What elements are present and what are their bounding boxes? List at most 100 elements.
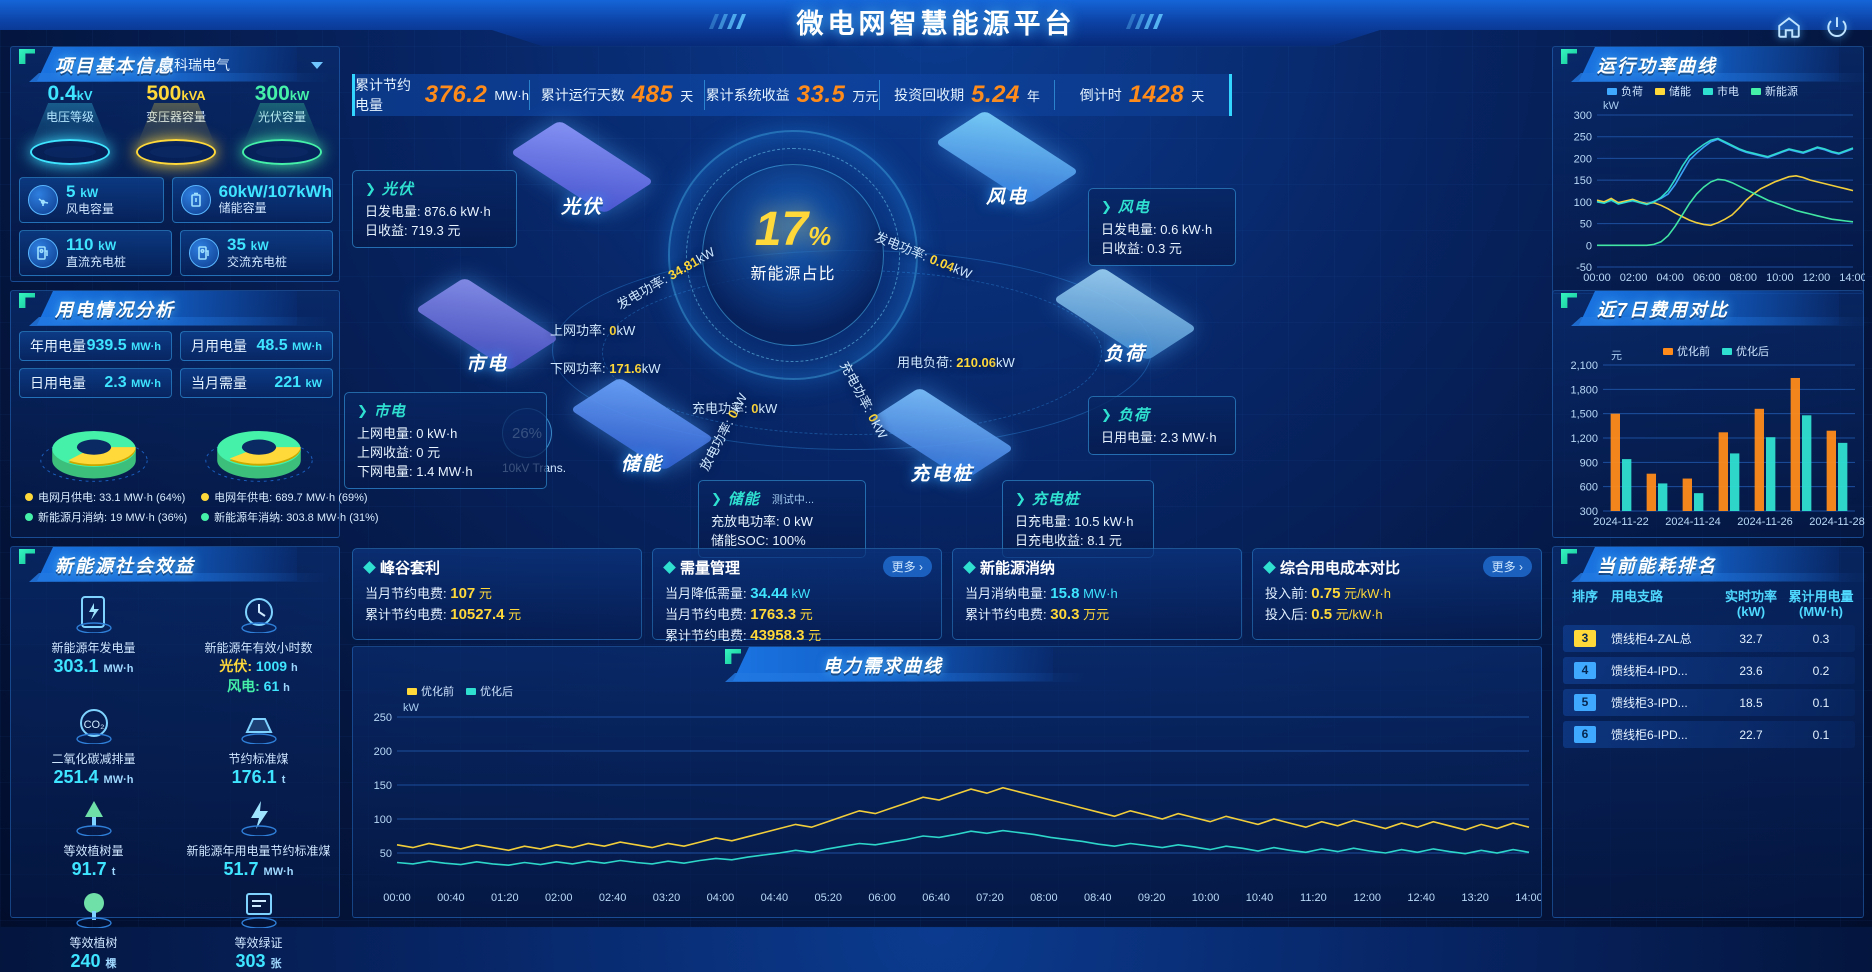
social-label: 新能源年有效小时数 [204, 641, 313, 655]
more-button[interactable]: 更多 › [1482, 556, 1532, 577]
kpi-label: 累计系统收益 [705, 87, 790, 103]
ring-percent: 17 [754, 203, 809, 256]
x-tick: 02:00 [545, 892, 573, 904]
legend-item[interactable]: 负荷 [1607, 83, 1643, 99]
card-row: 累计节约电费: 10527.4 元 [365, 606, 522, 623]
node-storage[interactable]: 储能 [569, 377, 715, 475]
legend-item[interactable]: 储能 [1655, 83, 1691, 99]
usage-legend-col-1: 电网年供电: 689.7 MW·h (69%) 新能源年消纳: 303.8 MW·… [187, 489, 379, 529]
corner-mark-icon [1561, 549, 1577, 564]
legend-item[interactable]: 优化前 [407, 683, 454, 699]
arrow-icon: ❯ [365, 180, 376, 196]
kpi-unit: MW·h [494, 87, 529, 103]
rank-row-3[interactable]: 6 馈线柜6-IPD... 22.7 0.1 [1563, 721, 1855, 748]
chart-legend: 优化前 优化后 [1663, 343, 1769, 359]
social-item-6: 等效植树 240 棵 [11, 880, 176, 972]
power-icon[interactable] [1824, 14, 1850, 45]
infobox-pv: ❯ 光伏 日发电量: 876.6 kW·h 日收益: 719.3 元 [352, 170, 517, 248]
legend-item[interactable]: 优化前 [1663, 343, 1710, 359]
legend-item[interactable]: 市电 [1703, 83, 1739, 99]
kpi-label: 累计节约电量 [355, 77, 411, 113]
kpi-3: 投资回收期 5.24 年 [880, 80, 1055, 110]
rank-power: 22.7 [1739, 727, 1763, 742]
rank-row-0[interactable]: 3 馈线柜4-ZAL总 32.7 0.3 [1563, 625, 1855, 652]
home-icon[interactable] [1776, 14, 1802, 45]
y-tick: 150 [1574, 175, 1592, 187]
card-row: 投入后: 0.5 元/kW·h [1265, 606, 1383, 623]
x-tick: 11:20 [1300, 892, 1327, 904]
panel-power-header: 运行功率曲线 [1553, 47, 1871, 82]
clock-icon [227, 589, 291, 637]
y-tick: 2,100 [1570, 360, 1598, 372]
x-tick: 02:40 [599, 892, 627, 904]
charger-icon [28, 238, 58, 268]
usage-metric-label: 年用电量 [30, 338, 86, 354]
infobox-charger-title: 充电桩 [1031, 491, 1080, 508]
card-row: 累计节约电费: 43958.3 元 [665, 627, 822, 644]
usage-donuts [11, 411, 341, 487]
legend-item[interactable]: 优化后 [1722, 343, 1769, 359]
kpi-value: 376.2 [424, 81, 488, 108]
y-tick: 50 [380, 848, 392, 860]
charger-icon [189, 238, 219, 268]
panel-social-header: 新能源社会效益 [11, 547, 339, 582]
battery-icon [180, 185, 211, 215]
x-tick: 10:00 [1766, 272, 1794, 284]
rank-row-1[interactable]: 4 馈线柜4-IPD... 23.6 0.2 [1563, 657, 1855, 684]
node-wind[interactable]: 风电 [934, 110, 1080, 208]
x-tick: 07:20 [976, 892, 1004, 904]
x-tick: 12:00 [1803, 272, 1831, 284]
social-label: 新能源年发电量 [51, 641, 136, 655]
x-tick: 14:00 [1515, 892, 1541, 904]
social-item-0: 新能源年发电量 303.1 MW·h [11, 585, 176, 696]
cell-label: 风电容量 [66, 201, 115, 216]
usage-metric-0-0: 年用电量 939.5 MW·h [19, 331, 172, 361]
x-tick: 04:40 [761, 892, 789, 904]
flow-grid-import: 下网功率: 171.6kW [550, 361, 661, 376]
rank-badge: 5 [1563, 694, 1607, 711]
more-button[interactable]: 更多 › [882, 556, 932, 577]
card-row: 当月节约电费: 1763.3 元 [665, 606, 813, 623]
infobox-wind: ❯ 风电 日发电量: 0.6 kW·h 日收益: 0.3 元 [1088, 188, 1236, 266]
rank-branch: 馈线柜4-ZAL总 [1611, 632, 1692, 646]
panel-basic-info: 项目基本信息 安科瑞电气 0.4kV 电压等级 500kVA 变压器容量 300kW 光伏… [10, 46, 340, 282]
usage-metric-1-1: 当月需量 221 kW [180, 368, 333, 398]
social-item-3: 节约标准煤 176.1 t [176, 696, 341, 788]
node-pv-label: 光伏 [560, 197, 603, 218]
infobox-wind-title: 风电 [1117, 199, 1150, 216]
node-grid[interactable]: 市电 [414, 277, 560, 375]
social-value: 303.1 MW·h [53, 656, 134, 676]
y-tick: 1,800 [1570, 384, 1598, 396]
node-load[interactable]: 负荷 [1052, 267, 1198, 365]
rank-row-2[interactable]: 5 馈线柜3-IPD... 18.5 0.1 [1563, 689, 1855, 716]
node-charger[interactable]: 充电桩 [869, 387, 1015, 485]
social-label: 节约标准煤 [228, 752, 289, 766]
summary-card-1: 需量管理 更多 › 当月降低需量: 34.44 kW 当月节约电费: 1763.3 元… [652, 548, 942, 644]
card-title: 新能源消纳 [980, 560, 1056, 577]
legend-item[interactable]: 优化后 [466, 683, 513, 699]
social-row-0: 新能源年发电量 303.1 MW·h 新能源年有效小时数 光伏: 1009 h 风电: … [11, 585, 341, 696]
corner-mark-icon [19, 293, 35, 308]
pod-value: 0.4kV [47, 82, 93, 105]
bottom-summary-cards: 峰谷套利 当月节约电费: 107 元累计节约电费: 10527.4 元 需量管理 更多… [352, 548, 1542, 644]
kpi-label: 投资回收期 [894, 87, 965, 103]
legend-item: 新能源月消纳: 19 MW·h (36%) [25, 509, 187, 525]
company-dropdown[interactable]: 安科瑞电气 [154, 54, 329, 76]
kpi-4: 倒计时 1428 天 [1055, 80, 1229, 110]
x-tick: 08:00 [1730, 272, 1758, 284]
y-tick: 50 [1580, 219, 1592, 231]
kpi-value: 5.24 [971, 81, 1020, 108]
legend-item[interactable]: 新能源 [1751, 83, 1798, 99]
panel-basic-header: 项目基本信息 安科瑞电气 [11, 47, 339, 82]
infobox-storage-tag: 测试中... [771, 493, 815, 506]
x-tick: 00:40 [437, 892, 465, 904]
energy-icon [227, 792, 291, 840]
infobox-grid-title: 市电 [373, 403, 406, 420]
panel-demand-title: 电力需求曲线 [823, 656, 943, 676]
node-pv[interactable]: 光伏 [509, 120, 655, 218]
x-tick: 00:00 [383, 892, 411, 904]
kpi-value: 1428 [1128, 81, 1185, 108]
y-tick: 100 [1574, 197, 1592, 209]
usage-metric-value: 939.5 MW·h [86, 337, 161, 354]
y-tick: 250 [374, 712, 392, 724]
